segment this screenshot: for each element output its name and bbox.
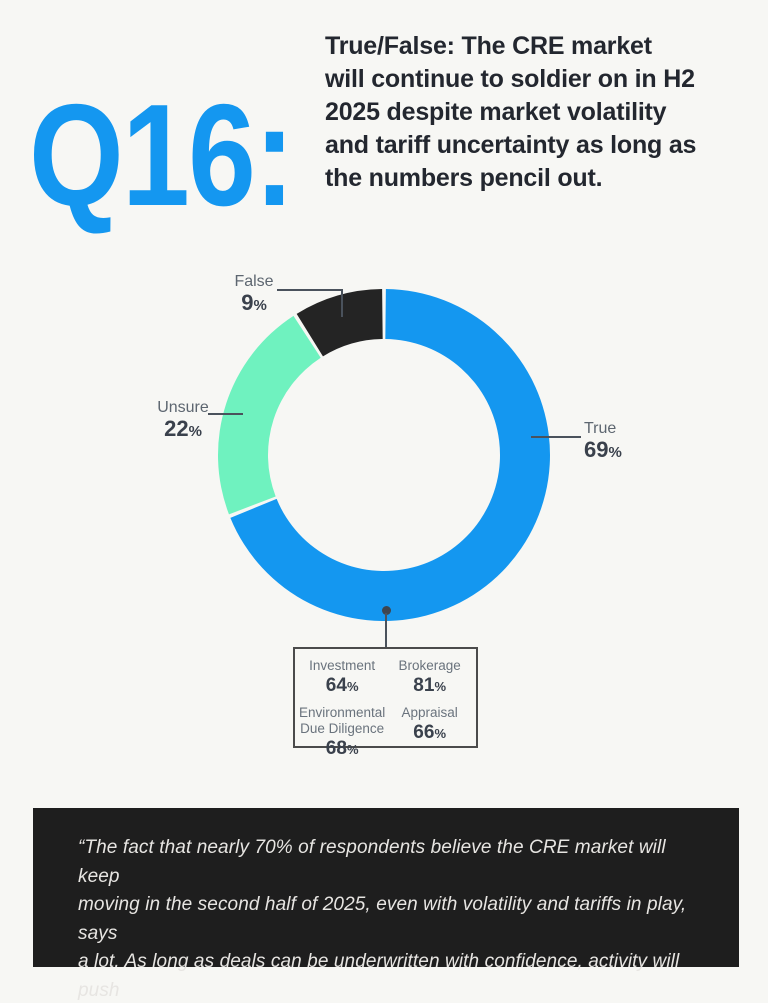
leader-line-false-vertical xyxy=(341,289,343,317)
stat-label: Appraisal xyxy=(401,705,458,720)
stat-label: Brokerage xyxy=(398,658,461,673)
stat-environmental-due-diligence: Environmental Due Diligence 68% xyxy=(299,705,385,760)
donut-slice-unsure xyxy=(217,315,321,515)
stat-value: 64% xyxy=(325,675,359,696)
callout-stats-box: Investment 64% Brokerage 81% Environment… xyxy=(293,647,478,759)
question-text: True/False: The CRE market will continue… xyxy=(325,32,697,192)
slice-label-true: True 69% xyxy=(584,419,660,464)
stat-label: Investment xyxy=(309,658,376,673)
slice-name: Unsure xyxy=(157,399,209,416)
slice-percent: 9% xyxy=(241,290,267,315)
stat-value: 81% xyxy=(413,675,446,696)
slice-percent: 69% xyxy=(584,437,622,462)
leader-line-false-horizontal xyxy=(277,289,343,291)
stat-label: Environmental Due Diligence xyxy=(299,705,386,736)
callout-connector-dot xyxy=(382,606,391,615)
callout-connector-line xyxy=(385,613,387,647)
quote-box: “The fact that nearly 70% of respondents… xyxy=(33,808,739,1001)
slice-name: False xyxy=(234,273,274,290)
leader-line-unsure xyxy=(208,413,243,415)
stat-appraisal: Appraisal 66% xyxy=(387,705,472,744)
stat-value: 66% xyxy=(413,722,446,743)
slice-name: True xyxy=(584,420,617,437)
question-number: Q16: xyxy=(29,74,295,236)
stat-investment: Investment 64% xyxy=(299,658,385,697)
quote-text: “The fact that nearly 70% of respondents… xyxy=(78,837,687,1001)
leader-line-true xyxy=(531,436,581,438)
donut-chart xyxy=(217,289,550,621)
donut-slice-true xyxy=(230,289,550,621)
slice-label-false: False 9% xyxy=(216,272,292,317)
donut-slice-false xyxy=(296,289,383,357)
stat-value: 68% xyxy=(325,738,359,759)
slice-percent: 22% xyxy=(164,416,202,441)
stat-brokerage: Brokerage 81% xyxy=(387,658,472,697)
slice-label-unsure: Unsure 22% xyxy=(145,398,221,443)
